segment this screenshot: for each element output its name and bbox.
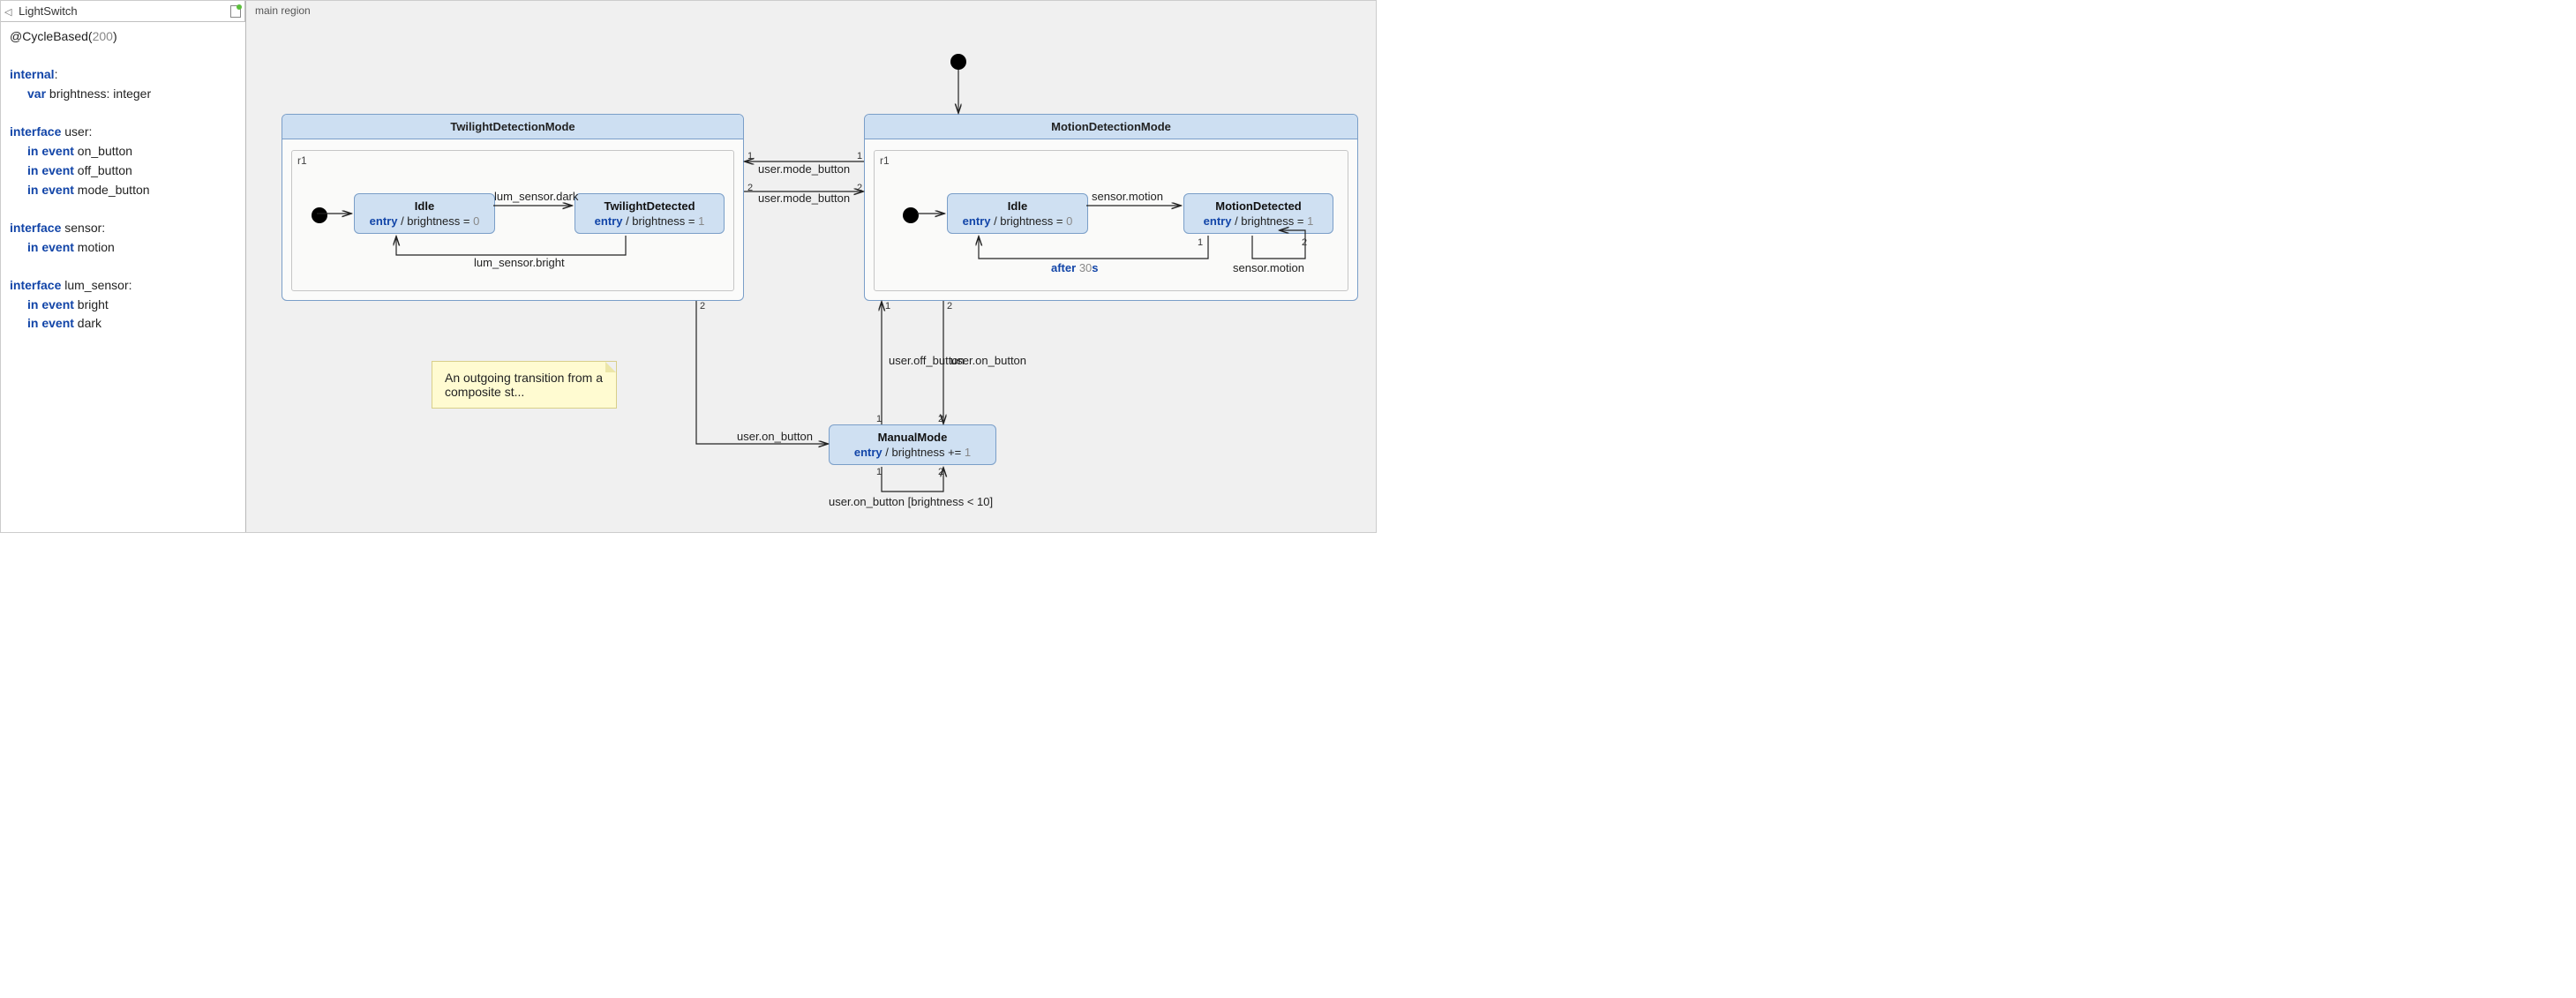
label-motion-to-twilight: user.mode_button <box>758 162 850 176</box>
composite-motion-title: MotionDetectionMode <box>865 115 1357 139</box>
state-twilight-idle[interactable]: Idle entry / brightness = 0 <box>354 193 495 234</box>
prio-motion-left-top: 1 <box>857 151 862 161</box>
state-twilight-detected-name: TwilightDetected <box>584 199 715 213</box>
new-file-icon[interactable] <box>230 5 241 18</box>
prio-motiondet-left: 1 <box>1198 237 1203 248</box>
twilight-region: r1 Idle entry / brightness = 0 TwilightD… <box>291 150 734 291</box>
interface-lum-header: interface lum_sensor: <box>10 276 237 296</box>
state-motion-detected-name: MotionDetected <box>1193 199 1324 213</box>
state-twilight-idle-name: Idle <box>364 199 485 213</box>
label-motion-sensor: sensor.motion <box>1092 190 1163 203</box>
interface-user-header: interface user: <box>10 123 237 142</box>
diagram-canvas[interactable]: main region TwilightDetectionMode r1 Idl… <box>246 1 1376 532</box>
comment-note-text: An outgoing transition from a composite … <box>445 371 603 399</box>
collapse-arrow-icon[interactable]: ◁ <box>4 7 11 18</box>
internal-header: internal: <box>10 65 237 85</box>
label-motion-self: sensor.motion <box>1233 261 1304 274</box>
composite-twilight[interactable]: TwilightDetectionMode r1 Idle entry / br… <box>282 114 744 301</box>
state-manual[interactable]: ManualMode entry / brightness += 1 <box>829 424 996 465</box>
sensor-event-motion: in event motion <box>10 238 237 258</box>
interface-sensor-header: interface sensor: <box>10 219 237 238</box>
state-motion-idle-name: Idle <box>957 199 1078 213</box>
state-motion-idle-entry: entry / brightness = 0 <box>957 214 1078 228</box>
label-motion-to-manual: user.on_button <box>950 354 1026 367</box>
root-container: ◁ LightSwitch @CycleBased(200) internal:… <box>0 0 1377 533</box>
state-manual-entry: entry / brightness += 1 <box>838 446 987 459</box>
prio-motion-left-bottom: 2 <box>857 183 862 193</box>
definition-header: ◁ LightSwitch <box>1 1 245 22</box>
prio-manual-top-right: 2 <box>938 414 943 424</box>
twilight-region-label: r1 <box>297 154 307 167</box>
state-motion-detected-entry: entry / brightness = 1 <box>1193 214 1324 228</box>
annotation-line: @CycleBased(200) <box>10 27 237 47</box>
state-motion-idle[interactable]: Idle entry / brightness = 0 <box>947 193 1088 234</box>
label-twilight-to-motion: user.mode_button <box>758 191 850 205</box>
prio-manual-bottom-left: 1 <box>876 467 882 477</box>
initial-state-motion[interactable] <box>903 207 919 223</box>
label-manual-self: user.on_button [brightness < 10] <box>829 495 993 508</box>
user-event-on: in event on_button <box>10 142 237 161</box>
prio-manual-bottom-right: 2 <box>938 467 943 477</box>
user-event-mode: in event mode_button <box>10 181 237 200</box>
prio-motiondet-right: 2 <box>1302 237 1307 248</box>
internal-var-line: var brightness: integer <box>10 85 237 104</box>
main-region-label: main region <box>255 4 311 17</box>
prio-twilight-right-bottom: 2 <box>747 183 753 193</box>
initial-state-main[interactable] <box>950 54 966 70</box>
prio-motion-exit-right: 2 <box>947 301 952 311</box>
prio-motion-exit-left: 1 <box>885 301 890 311</box>
definition-panel: ◁ LightSwitch @CycleBased(200) internal:… <box>1 1 246 532</box>
label-twilight-bright: lum_sensor.bright <box>474 256 565 269</box>
label-motion-after: after 30s <box>1051 261 1099 274</box>
state-manual-name: ManualMode <box>838 431 987 444</box>
user-event-off: in event off_button <box>10 161 237 181</box>
definition-code[interactable]: @CycleBased(200) internal: var brightnes… <box>1 22 245 342</box>
lum-event-bright: in event bright <box>10 296 237 315</box>
state-twilight-detected-entry: entry / brightness = 1 <box>584 214 715 228</box>
lum-event-dark: in event dark <box>10 314 237 334</box>
prio-twilight-exit: 2 <box>700 301 705 311</box>
composite-twilight-title: TwilightDetectionMode <box>282 115 743 139</box>
state-twilight-detected[interactable]: TwilightDetected entry / brightness = 1 <box>575 193 725 234</box>
statechart-title: LightSwitch <box>19 4 77 18</box>
initial-state-twilight[interactable] <box>312 207 327 223</box>
comment-note[interactable]: An outgoing transition from a composite … <box>432 361 617 409</box>
prio-twilight-right-top: 1 <box>747 151 753 161</box>
label-twilight-to-manual: user.on_button <box>737 430 813 443</box>
motion-region-label: r1 <box>880 154 890 167</box>
state-twilight-idle-entry: entry / brightness = 0 <box>364 214 485 228</box>
prio-manual-top-left: 1 <box>876 414 882 424</box>
state-motion-detected[interactable]: MotionDetected entry / brightness = 1 <box>1183 193 1333 234</box>
label-twilight-dark: lum_sensor.dark <box>494 190 578 203</box>
